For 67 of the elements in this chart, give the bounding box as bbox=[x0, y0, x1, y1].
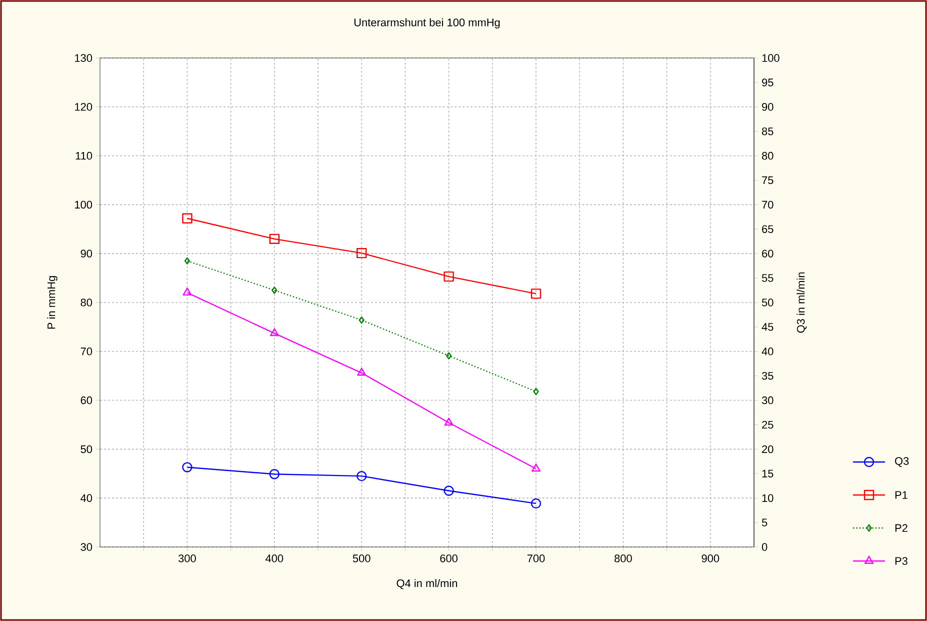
x-tick-label: 600 bbox=[440, 554, 458, 562]
y2-tick-label: 25 bbox=[762, 420, 774, 429]
point bbox=[182, 462, 192, 472]
y2-tick-label: 20 bbox=[762, 445, 774, 454]
y2-tick-label: 40 bbox=[762, 348, 774, 356]
y2-tick-label: 65 bbox=[762, 225, 774, 234]
y-tick-label: 130 bbox=[75, 54, 92, 62]
legend-label: P1 bbox=[895, 491, 908, 499]
y-tick-label: 40 bbox=[80, 494, 92, 502]
point bbox=[182, 288, 192, 296]
legend-label: P3 bbox=[895, 557, 908, 565]
y2-tick-label: 85 bbox=[762, 127, 774, 136]
y2-tick-label: 50 bbox=[762, 298, 774, 306]
y-tick-label: 70 bbox=[80, 348, 92, 356]
x-axis-title: Q4 in ml/min bbox=[396, 579, 458, 590]
y2-tick-label: 30 bbox=[762, 396, 774, 404]
y2-tick-label: 95 bbox=[762, 78, 774, 86]
y2-axis-title: Q3 in ml/min bbox=[796, 272, 807, 333]
point bbox=[532, 464, 540, 472]
y2-tick-label: 60 bbox=[762, 250, 774, 258]
point bbox=[356, 470, 367, 482]
y2-tick-label: 15 bbox=[762, 470, 774, 478]
point bbox=[530, 498, 542, 509]
x-tick-label: 700 bbox=[527, 554, 545, 562]
y2-tick-label: 70 bbox=[762, 200, 774, 209]
point bbox=[530, 288, 542, 299]
point bbox=[444, 486, 454, 496]
y-axis-title: P in mmHg bbox=[47, 276, 58, 329]
x-tick-label: 300 bbox=[178, 554, 196, 562]
point bbox=[269, 234, 280, 244]
y2-tick-label: 55 bbox=[762, 274, 774, 282]
y-tick-label: 90 bbox=[80, 250, 92, 258]
chart-title: Unterarmshunt bei 100 mmHg bbox=[354, 18, 500, 28]
point bbox=[356, 248, 367, 258]
point bbox=[269, 469, 280, 480]
point bbox=[446, 352, 452, 360]
point bbox=[357, 368, 366, 376]
legend-label: Q3 bbox=[895, 457, 909, 467]
y2-tick-label: 80 bbox=[762, 152, 774, 160]
x-tick-label: 800 bbox=[614, 554, 632, 562]
y-tick-label: 100 bbox=[75, 200, 92, 209]
y2-tick-label: 45 bbox=[762, 323, 774, 331]
legend-label: P2 bbox=[895, 524, 908, 532]
point bbox=[184, 257, 190, 265]
y-tick-label: 60 bbox=[80, 396, 92, 404]
y2-tick-label: 75 bbox=[762, 176, 774, 184]
y2-tick-label: 10 bbox=[762, 494, 774, 502]
point bbox=[182, 213, 192, 224]
y-tick-label: 120 bbox=[75, 103, 92, 111]
point bbox=[444, 271, 454, 282]
y2-tick-label: 35 bbox=[762, 372, 774, 380]
y2-tick-label: 100 bbox=[762, 54, 780, 62]
y2-tick-label: 0 bbox=[762, 543, 768, 551]
point bbox=[444, 418, 454, 426]
y-tick-label: 30 bbox=[80, 543, 92, 551]
point bbox=[272, 286, 278, 294]
x-tick-label: 900 bbox=[702, 554, 720, 562]
y-tick-label: 80 bbox=[80, 298, 92, 306]
y2-tick-label: 90 bbox=[762, 103, 774, 111]
x-tick-label: 400 bbox=[266, 554, 284, 562]
y-tick-label: 110 bbox=[76, 152, 92, 160]
point bbox=[358, 316, 364, 324]
y-tick-label: 50 bbox=[80, 445, 92, 454]
point bbox=[270, 328, 279, 336]
x-tick-label: 500 bbox=[352, 554, 370, 562]
point bbox=[533, 388, 539, 396]
y2-tick-label: 5 bbox=[762, 518, 768, 526]
